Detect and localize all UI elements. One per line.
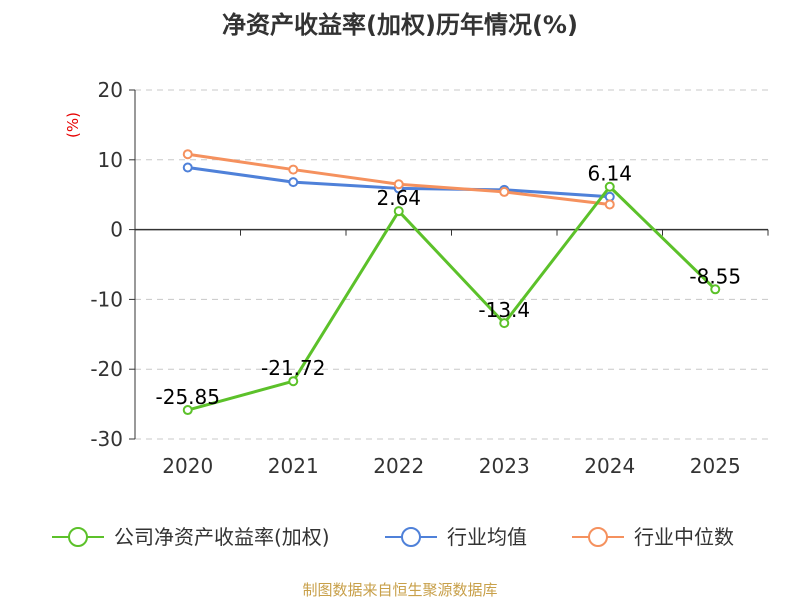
data-point — [604, 199, 615, 210]
data-label: 2.64 — [376, 186, 421, 210]
x-tick-label: 2024 — [584, 454, 635, 478]
y-axis-label: (%) — [64, 112, 82, 138]
data-point — [393, 179, 404, 190]
x-tick-label: 2020 — [162, 454, 213, 478]
axes: 20 10 0 -10 -20 -30 2020 2021 2022 2023 2024 2025 — [90, 78, 769, 478]
x-tick-label: 2022 — [373, 454, 424, 478]
grid-lines — [135, 89, 768, 440]
data-point — [710, 284, 721, 295]
source-note: 制图数据来自恒生聚源数据库 — [302, 581, 497, 599]
data-labels: -25.85 -21.72 2.64 -13.4 6.14 -8.55 — [156, 162, 742, 409]
data-point — [182, 405, 193, 416]
data-point — [288, 376, 299, 387]
series-line — [187, 185, 717, 412]
data-point — [393, 206, 404, 217]
legend-marker — [588, 527, 608, 547]
series-lines — [182, 149, 721, 416]
y-tick-label: -10 — [90, 287, 123, 311]
chart-title: 净资产收益率(加权)历年情况(%) — [222, 11, 578, 39]
y-tick-label: 10 — [98, 148, 123, 172]
data-point — [499, 186, 510, 197]
legend-label: 行业均值 — [447, 525, 527, 549]
data-label: -8.55 — [689, 264, 741, 288]
legend: 公司净资产收益率(加权) 行业均值 行业中位数 — [52, 525, 734, 549]
y-tick-label: 0 — [110, 218, 123, 242]
x-tick-label: 2023 — [479, 454, 530, 478]
data-point — [288, 164, 299, 175]
data-point — [499, 318, 510, 329]
data-point — [182, 162, 193, 173]
data-point — [288, 177, 299, 188]
y-tick-label: 20 — [98, 78, 123, 102]
data-point — [604, 181, 615, 192]
y-tick-label: -30 — [90, 427, 123, 451]
legend-label: 公司净资产收益率(加权) — [114, 525, 330, 549]
data-label: -25.85 — [156, 385, 220, 409]
data-point — [182, 149, 193, 160]
legend-marker — [401, 527, 421, 547]
x-tick-label: 2021 — [268, 454, 319, 478]
data-label: -13.4 — [478, 298, 530, 322]
data-label: -21.72 — [261, 356, 325, 380]
x-tick-label: 2025 — [690, 454, 741, 478]
data-label: 6.14 — [587, 162, 632, 186]
y-tick-label: -20 — [90, 357, 123, 381]
legend-label: 行业中位数 — [634, 525, 734, 549]
legend-marker — [68, 527, 88, 547]
